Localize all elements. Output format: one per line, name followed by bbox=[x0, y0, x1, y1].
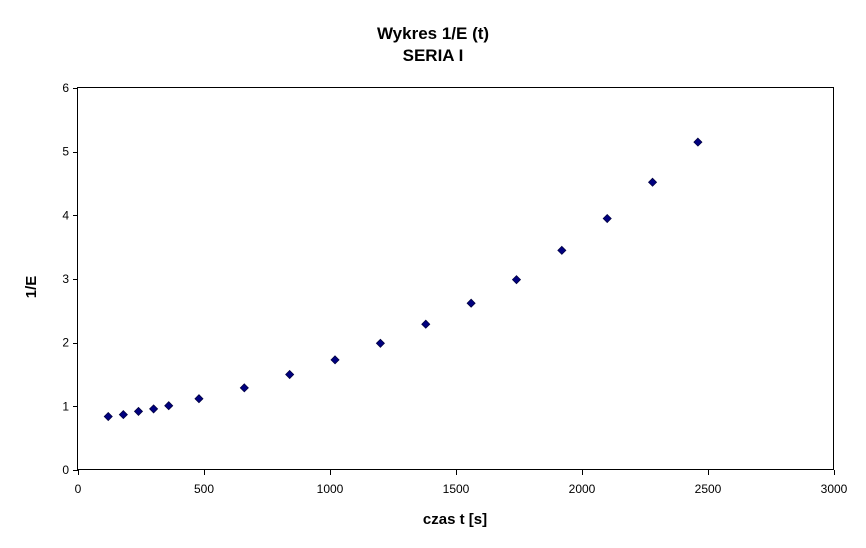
x-tick-label: 2500 bbox=[695, 482, 722, 496]
data-point bbox=[285, 369, 295, 380]
data-point bbox=[511, 275, 522, 285]
data-point bbox=[164, 401, 174, 411]
data-point bbox=[602, 213, 612, 224]
data-point bbox=[466, 298, 476, 308]
data-point bbox=[194, 394, 204, 404]
y-tick-label: 0 bbox=[62, 463, 69, 477]
data-point bbox=[118, 410, 128, 420]
x-tick-label: 0 bbox=[75, 482, 82, 496]
y-tick-label: 1 bbox=[62, 399, 69, 413]
y-axis-label: 1/E bbox=[23, 276, 40, 299]
y-tick-label: 6 bbox=[62, 81, 69, 95]
y-tick-label: 3 bbox=[62, 272, 69, 286]
x-tick-label: 1500 bbox=[443, 482, 470, 496]
x-tick-label: 500 bbox=[194, 482, 214, 496]
data-point bbox=[149, 404, 159, 414]
plot-area bbox=[77, 87, 834, 470]
y-tick-label: 4 bbox=[62, 208, 69, 222]
data-point bbox=[103, 411, 113, 422]
data-point bbox=[421, 319, 431, 329]
data-point bbox=[133, 406, 144, 416]
x-tick-label: 2000 bbox=[569, 482, 596, 496]
data-point bbox=[557, 245, 567, 255]
y-tick-label: 2 bbox=[62, 336, 69, 350]
x-axis-label: czas t [s] bbox=[423, 511, 487, 528]
chart-title: Wykres 1/E (t) bbox=[376, 24, 490, 43]
data-point bbox=[647, 177, 658, 187]
data-point bbox=[330, 355, 340, 365]
x-tick-label: 1000 bbox=[317, 482, 344, 496]
data-point bbox=[239, 383, 249, 393]
chart-subtitle: SERIA I bbox=[402, 46, 464, 65]
data-point bbox=[375, 338, 385, 348]
x-tick-label: 3000 bbox=[821, 482, 848, 496]
y-tick-label: 5 bbox=[62, 145, 69, 159]
data-point bbox=[693, 137, 703, 147]
